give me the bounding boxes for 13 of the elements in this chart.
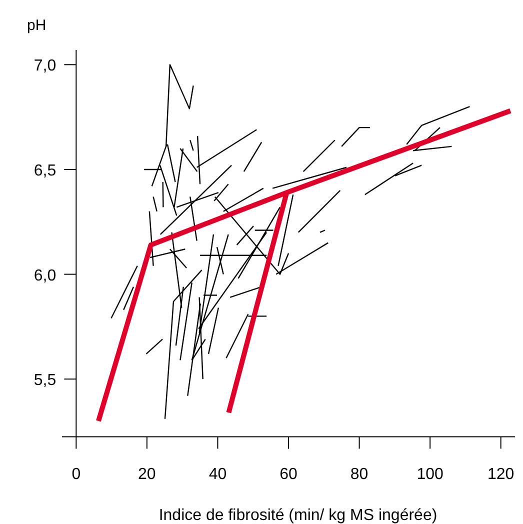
x-tick-label: 100 xyxy=(416,466,444,483)
y-axis-title: pH xyxy=(27,17,46,34)
x-tick-label: 60 xyxy=(280,466,298,483)
x-tick-label: 120 xyxy=(487,466,514,483)
y-tick-label: 6,5 xyxy=(34,162,56,180)
x-axis-title: Indice de fibrosité (min/ kg MS ingérée) xyxy=(158,507,438,524)
y-tick-label: 6,0 xyxy=(34,267,56,284)
y-tick-label: 7,0 xyxy=(34,58,56,75)
x-tick-label: 20 xyxy=(138,466,156,483)
y-tick-label: 5,5 xyxy=(34,372,56,390)
x-tick-label: 40 xyxy=(208,466,227,483)
x-tick-label: 0 xyxy=(72,466,81,483)
x-tick-label: 80 xyxy=(350,466,368,483)
